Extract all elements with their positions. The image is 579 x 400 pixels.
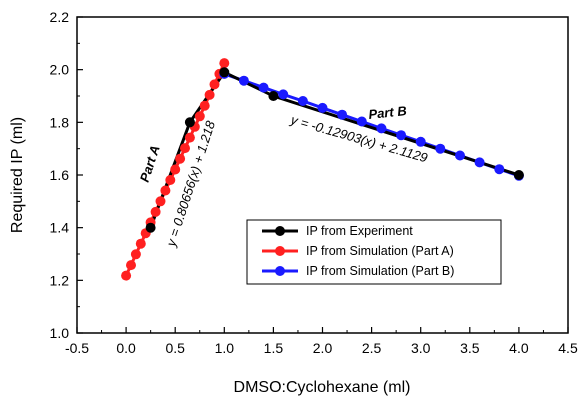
- x-tick-label: 3.0: [411, 340, 431, 356]
- y-tick-label: 1.8: [50, 114, 70, 130]
- data-point-part-a: [204, 89, 215, 100]
- data-point-part-a: [150, 206, 161, 217]
- y-tick-label: 2.0: [50, 62, 70, 78]
- data-point-part-b: [258, 82, 269, 93]
- legend-entry-experiment: IP from Experiment: [262, 224, 413, 238]
- legend-label-part-b: IP from Simulation (Part B): [306, 264, 454, 278]
- y-axis-title: Required IP (ml): [9, 117, 26, 233]
- data-point-part-a: [155, 196, 166, 207]
- data-point-part-a: [194, 111, 205, 122]
- legend-entry-part-b: IP from Simulation (Part B): [262, 264, 454, 278]
- legend-marker-part-a: [275, 246, 285, 256]
- data-point-part-b: [455, 150, 465, 161]
- y-tick-label: 1.0: [50, 325, 70, 341]
- data-point-part-a: [160, 185, 171, 196]
- legend-label-experiment: IP from Experiment: [306, 224, 413, 238]
- data-point-part-a: [165, 175, 176, 185]
- x-tick-label: 1.0: [215, 340, 235, 356]
- y-tick-label: 1.6: [50, 167, 70, 183]
- legend-entry-part-a: IP from Simulation (Part A): [262, 244, 454, 258]
- data-point-part-b: [415, 136, 426, 147]
- data-point-experiment: [219, 67, 230, 78]
- data-point-part-b: [317, 102, 328, 113]
- x-tick-label: 0.0: [116, 340, 136, 356]
- data-point-part-a: [184, 132, 195, 143]
- series-points: [121, 58, 524, 281]
- data-point-part-a: [219, 58, 230, 69]
- y-tick-label: 1.2: [50, 272, 70, 288]
- data-point-part-b: [356, 116, 367, 127]
- x-tick-label: 4.5: [558, 340, 578, 356]
- data-point-experiment: [184, 117, 195, 128]
- x-tick-label: 0.5: [165, 340, 185, 356]
- data-point-part-b: [376, 123, 387, 134]
- data-point-part-a: [180, 143, 190, 154]
- axis-ticks: -0.5 0.0 0.5 1.0 1.5 2.0 2.5 3.0 3.5 4.0 4.5 1.0 1.2…: [50, 9, 578, 356]
- data-point-part-a: [170, 164, 181, 175]
- data-point-part-b: [278, 89, 289, 100]
- x-tick-label: 2.0: [313, 340, 333, 356]
- data-point-part-a: [135, 238, 146, 249]
- x-tick-label: 1.5: [264, 340, 284, 356]
- data-point-experiment: [268, 91, 279, 101]
- part-b-label: Part B: [368, 103, 408, 122]
- data-point-part-b: [337, 109, 348, 120]
- x-tick-label: 4.0: [509, 340, 529, 356]
- data-point-part-a: [209, 79, 220, 90]
- legend-marker-experiment: [275, 226, 285, 236]
- data-point-experiment: [145, 222, 156, 233]
- data-point-part-a: [175, 153, 186, 164]
- y-tick-label: 1.4: [50, 220, 70, 236]
- legend-marker-part-b: [275, 266, 285, 276]
- y-tick-label: 2.2: [50, 9, 70, 25]
- x-tick-label: -0.5: [65, 340, 89, 356]
- data-point-part-b: [297, 96, 308, 106]
- data-point-part-b: [474, 157, 485, 168]
- data-point-part-b: [435, 143, 446, 154]
- data-point-part-b: [238, 75, 249, 86]
- x-tick-label: 2.5: [362, 340, 382, 356]
- data-point-part-a: [199, 100, 210, 111]
- data-point-part-a: [130, 249, 141, 260]
- data-point-part-b: [494, 164, 505, 175]
- x-axis-title: DMSO:Cyclohexane (ml): [234, 379, 411, 396]
- legend: IP from Experiment IP from Simulation (P…: [246, 219, 502, 285]
- data-point-part-b: [396, 130, 407, 141]
- data-point-experiment: [513, 170, 524, 180]
- legend-label-part-a: IP from Simulation (Part A): [306, 244, 454, 258]
- data-point-part-a: [126, 260, 136, 271]
- x-tick-label: 3.5: [460, 340, 480, 356]
- part-a-label: Part A: [137, 143, 163, 184]
- data-point-part-a: [121, 270, 132, 281]
